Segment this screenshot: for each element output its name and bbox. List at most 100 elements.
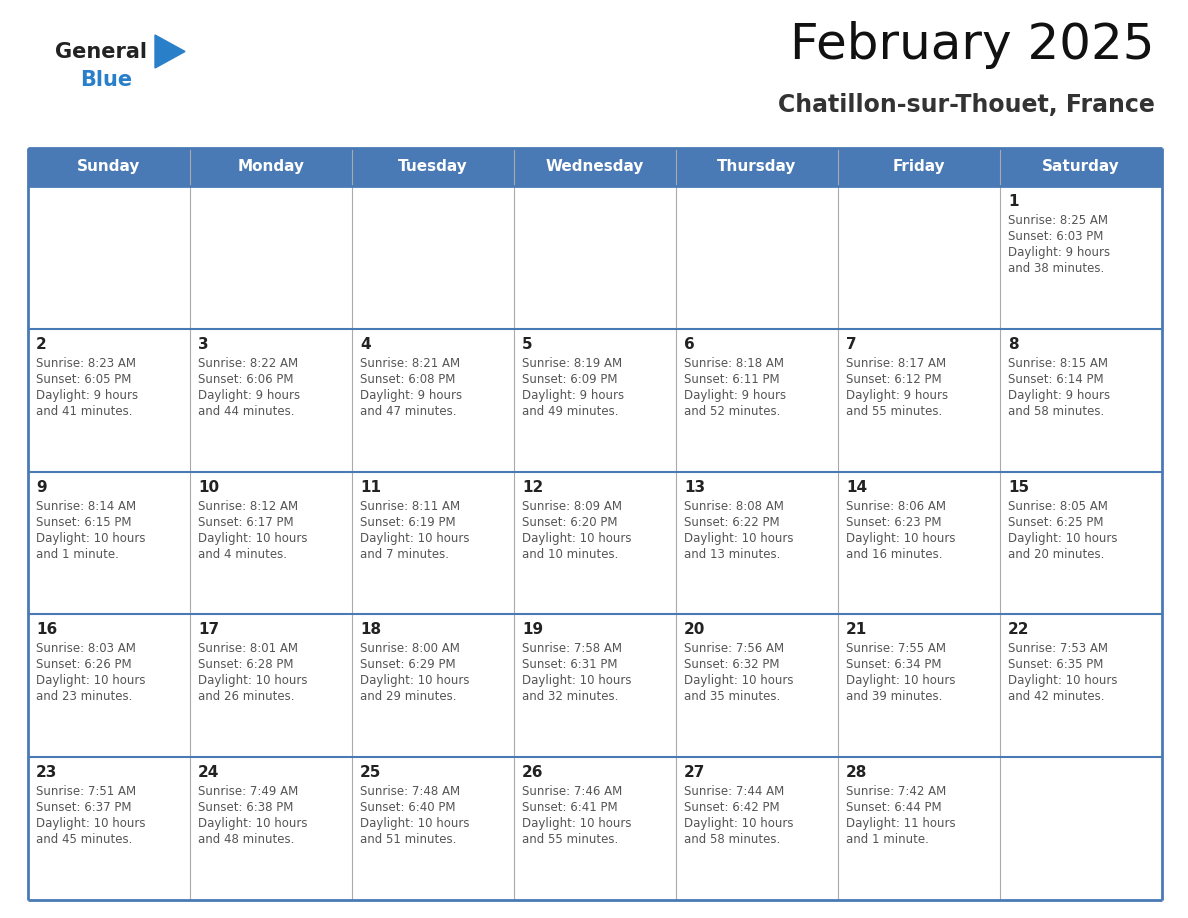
Text: Sunrise: 8:21 AM: Sunrise: 8:21 AM	[360, 357, 460, 370]
Bar	[514, 329, 676, 472]
Text: Daylight: 10 hours: Daylight: 10 hours	[360, 532, 469, 544]
Text: and 55 minutes.: and 55 minutes.	[522, 834, 618, 846]
Text: Sunset: 6:20 PM: Sunset: 6:20 PM	[522, 516, 618, 529]
Bar	[676, 148, 838, 186]
Text: Sunset: 6:15 PM: Sunset: 6:15 PM	[36, 516, 132, 529]
Text: Sunset: 6:19 PM: Sunset: 6:19 PM	[360, 516, 456, 529]
Text: Sunset: 6:38 PM: Sunset: 6:38 PM	[198, 801, 293, 814]
Bar	[838, 757, 1000, 900]
Text: Daylight: 10 hours: Daylight: 10 hours	[198, 817, 308, 830]
Text: Sunrise: 7:53 AM: Sunrise: 7:53 AM	[1007, 643, 1108, 655]
Text: and 13 minutes.: and 13 minutes.	[684, 548, 781, 561]
Text: Sunrise: 8:09 AM: Sunrise: 8:09 AM	[522, 499, 623, 512]
Text: Sunset: 6:17 PM: Sunset: 6:17 PM	[198, 516, 293, 529]
Bar	[29, 148, 190, 186]
Text: Daylight: 10 hours: Daylight: 10 hours	[36, 817, 145, 830]
Text: General: General	[55, 42, 147, 62]
Text: 2: 2	[36, 337, 46, 352]
Text: Daylight: 10 hours: Daylight: 10 hours	[522, 532, 632, 544]
Text: Sunset: 6:41 PM: Sunset: 6:41 PM	[522, 801, 618, 814]
Text: Daylight: 10 hours: Daylight: 10 hours	[360, 817, 469, 830]
Text: 20: 20	[684, 622, 706, 637]
Text: Saturday: Saturday	[1042, 160, 1120, 174]
Bar	[676, 614, 838, 757]
Text: Sunset: 6:32 PM: Sunset: 6:32 PM	[684, 658, 779, 671]
Text: Tuesday: Tuesday	[398, 160, 468, 174]
Text: Daylight: 9 hours: Daylight: 9 hours	[360, 389, 462, 402]
Text: 28: 28	[846, 766, 867, 780]
Text: 18: 18	[360, 622, 381, 637]
Text: 17: 17	[198, 622, 219, 637]
Text: Sunrise: 8:06 AM: Sunrise: 8:06 AM	[846, 499, 946, 512]
Text: Sunrise: 7:48 AM: Sunrise: 7:48 AM	[360, 785, 460, 798]
Text: Blue: Blue	[80, 70, 132, 90]
Text: Sunrise: 8:19 AM: Sunrise: 8:19 AM	[522, 357, 623, 370]
Text: Sunrise: 8:15 AM: Sunrise: 8:15 AM	[1007, 357, 1108, 370]
Text: Daylight: 9 hours: Daylight: 9 hours	[522, 389, 624, 402]
Text: Daylight: 9 hours: Daylight: 9 hours	[846, 389, 948, 402]
Text: 14: 14	[846, 479, 867, 495]
Text: 13: 13	[684, 479, 706, 495]
Bar	[514, 186, 676, 329]
Text: Sunset: 6:35 PM: Sunset: 6:35 PM	[1007, 658, 1104, 671]
Text: 11: 11	[360, 479, 381, 495]
Text: and 55 minutes.: and 55 minutes.	[846, 405, 942, 418]
Bar	[352, 329, 514, 472]
Bar	[190, 329, 352, 472]
Text: and 44 minutes.: and 44 minutes.	[198, 405, 295, 418]
Text: and 39 minutes.: and 39 minutes.	[846, 690, 942, 703]
Text: Sunset: 6:22 PM: Sunset: 6:22 PM	[684, 516, 779, 529]
Text: and 1 minute.: and 1 minute.	[846, 834, 929, 846]
Text: Sunrise: 7:51 AM: Sunrise: 7:51 AM	[36, 785, 137, 798]
Text: Sunrise: 8:18 AM: Sunrise: 8:18 AM	[684, 357, 784, 370]
Text: Sunset: 6:37 PM: Sunset: 6:37 PM	[36, 801, 132, 814]
Text: Sunrise: 7:49 AM: Sunrise: 7:49 AM	[198, 785, 298, 798]
Text: Sunset: 6:11 PM: Sunset: 6:11 PM	[684, 373, 779, 386]
Bar	[838, 614, 1000, 757]
Bar	[352, 472, 514, 614]
Text: Sunset: 6:40 PM: Sunset: 6:40 PM	[360, 801, 455, 814]
Text: Sunrise: 8:00 AM: Sunrise: 8:00 AM	[360, 643, 460, 655]
Text: Sunrise: 8:17 AM: Sunrise: 8:17 AM	[846, 357, 946, 370]
Text: and 52 minutes.: and 52 minutes.	[684, 405, 781, 418]
Text: 21: 21	[846, 622, 867, 637]
Text: 4: 4	[360, 337, 371, 352]
Text: Sunset: 6:09 PM: Sunset: 6:09 PM	[522, 373, 618, 386]
Bar	[29, 329, 190, 472]
Bar	[352, 757, 514, 900]
Text: and 49 minutes.: and 49 minutes.	[522, 405, 619, 418]
Text: Friday: Friday	[892, 160, 946, 174]
Text: Sunset: 6:25 PM: Sunset: 6:25 PM	[1007, 516, 1104, 529]
Text: Sunrise: 7:44 AM: Sunrise: 7:44 AM	[684, 785, 784, 798]
Text: Sunrise: 8:05 AM: Sunrise: 8:05 AM	[1007, 499, 1108, 512]
Bar	[514, 472, 676, 614]
Bar	[514, 757, 676, 900]
Text: 7: 7	[846, 337, 857, 352]
Text: Sunset: 6:23 PM: Sunset: 6:23 PM	[846, 516, 942, 529]
Bar	[29, 186, 190, 329]
Text: and 48 minutes.: and 48 minutes.	[198, 834, 295, 846]
Text: Daylight: 9 hours: Daylight: 9 hours	[1007, 246, 1110, 259]
Text: Sunset: 6:44 PM: Sunset: 6:44 PM	[846, 801, 942, 814]
Text: 16: 16	[36, 622, 57, 637]
Text: Sunrise: 8:11 AM: Sunrise: 8:11 AM	[360, 499, 460, 512]
Text: 27: 27	[684, 766, 706, 780]
Text: Sunset: 6:42 PM: Sunset: 6:42 PM	[684, 801, 779, 814]
Bar	[352, 614, 514, 757]
Text: and 1 minute.: and 1 minute.	[36, 548, 119, 561]
Text: 23: 23	[36, 766, 57, 780]
Text: Sunset: 6:26 PM: Sunset: 6:26 PM	[36, 658, 132, 671]
Text: Sunrise: 8:23 AM: Sunrise: 8:23 AM	[36, 357, 135, 370]
Text: and 29 minutes.: and 29 minutes.	[360, 690, 456, 703]
Bar	[1000, 472, 1162, 614]
Polygon shape	[154, 35, 185, 68]
Text: Daylight: 10 hours: Daylight: 10 hours	[846, 532, 955, 544]
Text: 9: 9	[36, 479, 46, 495]
Bar	[190, 472, 352, 614]
Text: Sunset: 6:28 PM: Sunset: 6:28 PM	[198, 658, 293, 671]
Bar	[838, 186, 1000, 329]
Text: Sunrise: 7:55 AM: Sunrise: 7:55 AM	[846, 643, 946, 655]
Text: Daylight: 10 hours: Daylight: 10 hours	[522, 817, 632, 830]
Text: Sunset: 6:08 PM: Sunset: 6:08 PM	[360, 373, 455, 386]
Text: 8: 8	[1007, 337, 1018, 352]
